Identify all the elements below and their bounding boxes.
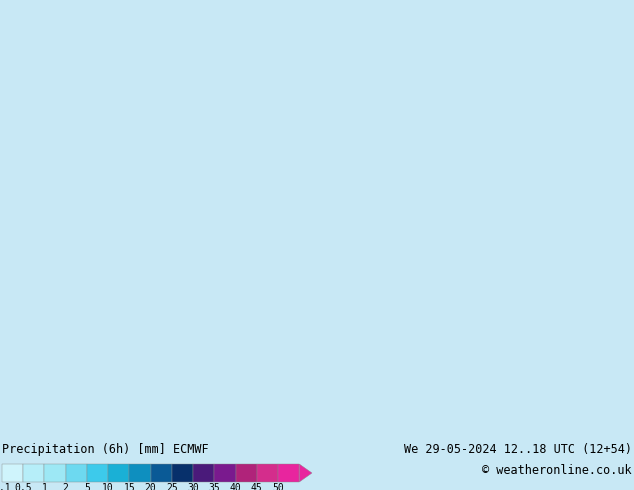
- Text: 45: 45: [251, 483, 262, 490]
- Text: 20: 20: [145, 483, 157, 490]
- Text: 30: 30: [187, 483, 199, 490]
- Bar: [23, 464, 44, 482]
- Bar: [257, 464, 278, 482]
- Text: 35: 35: [209, 483, 220, 490]
- Polygon shape: [299, 464, 312, 482]
- Text: 1: 1: [42, 483, 48, 490]
- Text: © weatheronline.co.uk: © weatheronline.co.uk: [482, 464, 632, 477]
- Bar: [87, 464, 108, 482]
- Text: 0.1: 0.1: [0, 483, 11, 490]
- Text: We 29-05-2024 12..18 UTC (12+54): We 29-05-2024 12..18 UTC (12+54): [404, 443, 632, 456]
- Bar: [129, 464, 151, 482]
- Bar: [44, 464, 66, 482]
- Text: 5: 5: [84, 483, 90, 490]
- Text: 10: 10: [102, 483, 114, 490]
- Bar: [108, 464, 129, 482]
- Bar: [193, 464, 214, 482]
- Text: 25: 25: [166, 483, 178, 490]
- Text: 2: 2: [63, 483, 68, 490]
- Text: 50: 50: [272, 483, 284, 490]
- Text: 40: 40: [230, 483, 242, 490]
- Bar: [2, 464, 23, 482]
- Bar: [151, 464, 172, 482]
- Bar: [214, 464, 236, 482]
- Bar: [236, 464, 257, 482]
- Text: 0.5: 0.5: [15, 483, 32, 490]
- Text: Precipitation (6h) [mm] ECMWF: Precipitation (6h) [mm] ECMWF: [2, 443, 209, 456]
- Bar: [66, 464, 87, 482]
- Text: 15: 15: [124, 483, 135, 490]
- Bar: [172, 464, 193, 482]
- Bar: [278, 464, 299, 482]
